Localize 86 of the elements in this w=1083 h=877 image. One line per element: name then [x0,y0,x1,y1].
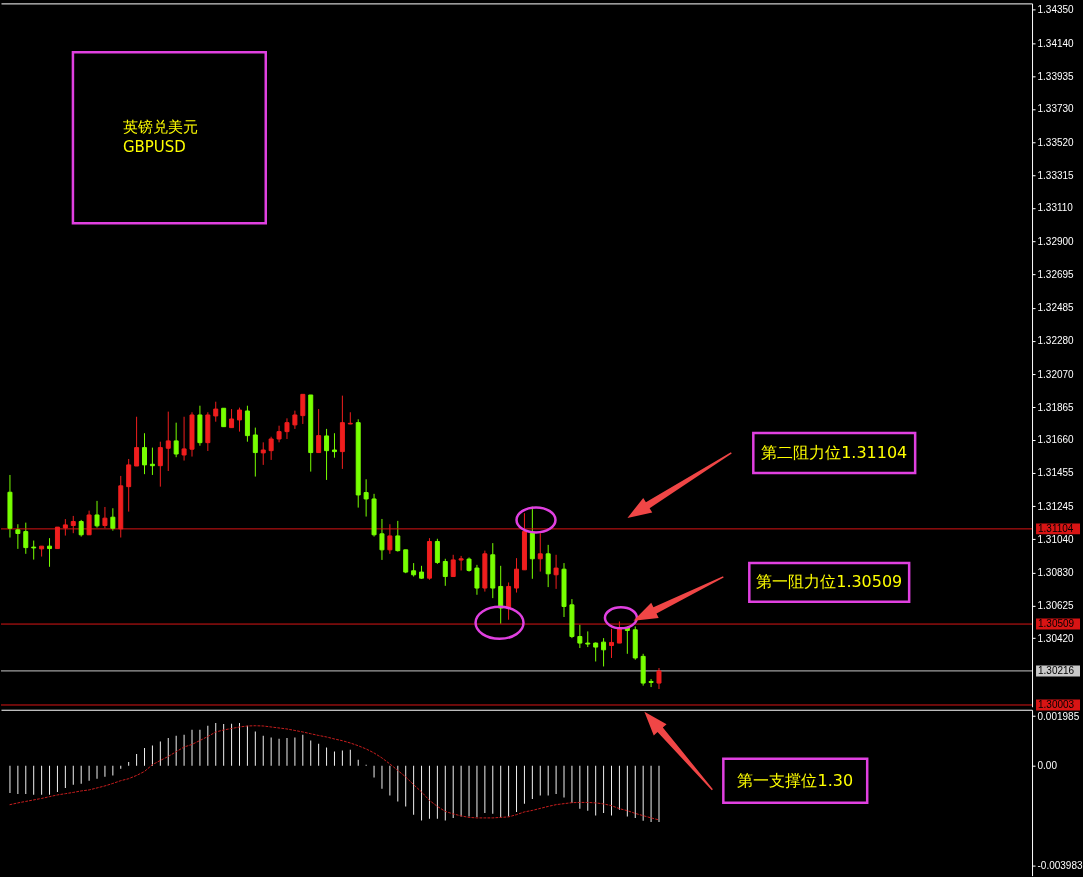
candlestick [94,500,100,529]
y-tick-label: 1.34350 [1037,4,1075,16]
candlestick [601,637,607,667]
annotation: 第二阻力位1.31104 [761,442,908,462]
candlestick [181,416,187,462]
ref-line-label: 1.31104 [1038,522,1074,534]
candlestick [23,522,29,555]
candlestick [221,407,227,428]
annotation: 第一支撑位1.30 [737,770,854,790]
y-tick-label: 1.33110 [1037,202,1074,214]
candlestick [316,408,322,454]
candlestick [252,427,258,478]
candlestick [458,555,464,571]
y-tick-label: 1.31660 [1037,434,1075,446]
y-tick-label: 1.30625 [1037,599,1075,611]
candlestick [474,564,480,596]
candlestick [260,441,266,466]
candlestick [15,523,21,550]
y-tick-label: 1.32070 [1037,368,1075,380]
candlestick [157,441,163,488]
line-series [9,725,660,821]
ref-line-label: 1.30003 [1038,698,1075,710]
candlestick [284,417,290,440]
candlestick [347,411,353,425]
candlestick [134,416,140,467]
candlestick [450,554,456,578]
candlestick [110,507,116,532]
candlestick [616,620,622,644]
candlestick [379,518,385,561]
y-tick-label: 1.32900 [1037,236,1075,248]
candlestick [498,565,504,625]
y-tick-label: -0.003983 [1037,859,1083,871]
candlestick [387,523,393,555]
text: GBPUSD [122,138,186,157]
candlestick [363,478,369,518]
annotation: 第一阻力位1.30509 [756,572,903,592]
y-tick-label: 1.32485 [1037,302,1075,314]
y-tick-label: 0.001985 [1037,710,1080,722]
candlestick [142,432,148,475]
y-tick-label: 1.30420 [1037,632,1075,644]
candlestick [442,558,448,587]
candlestick [514,557,520,594]
text: 英镑兑美元 [122,118,198,137]
candlestick [434,538,440,565]
candlestick [86,510,92,536]
candlestick [324,428,330,481]
candlestick [331,432,337,459]
candlestick [648,678,654,688]
y-tick-label: 1.33520 [1037,136,1075,148]
candlestick [292,410,298,430]
candlestick [268,436,274,461]
candlestick [300,393,306,425]
candlestick [545,544,551,588]
candlestick [213,401,219,423]
candlestick [609,628,614,659]
candlestick [506,581,512,621]
y-tick-label: 1.33315 [1037,169,1075,181]
y-tick-label: 1.31040 [1037,533,1075,545]
y-tick-label: 1.33935 [1037,70,1075,82]
candlestick [54,526,60,550]
y-tick-label: 1.31455 [1037,467,1075,479]
candlestick [236,407,242,433]
y-tick-label: 1.31865 [1037,401,1075,413]
y-tick-label: 1.32695 [1037,268,1075,280]
candlestick [126,458,132,513]
y-tick-label: 1.34140 [1037,37,1075,49]
candlestick [229,408,235,429]
candlestick [395,520,401,553]
candlestick [165,411,171,472]
ref-line-label: 1.30509 [1038,618,1075,630]
candlestick [537,532,543,573]
candlestick [577,624,583,649]
candlestick [47,537,53,568]
y-tick-label: 1.32280 [1037,335,1075,347]
ref-line-label: 1.30216 [1038,664,1075,676]
candlestick [173,422,179,458]
y-tick-label: 1.30830 [1037,567,1075,579]
candlestick [102,506,108,529]
candlestick [31,540,37,561]
y-tick-label: 1.33730 [1037,103,1075,115]
y-tick-label: 1.31245 [1037,500,1075,512]
candlestick [553,554,559,590]
candlestick [656,667,662,690]
y-tick-label: 0.00 [1037,760,1058,772]
candlestick [593,641,599,662]
candlestick [149,447,155,476]
